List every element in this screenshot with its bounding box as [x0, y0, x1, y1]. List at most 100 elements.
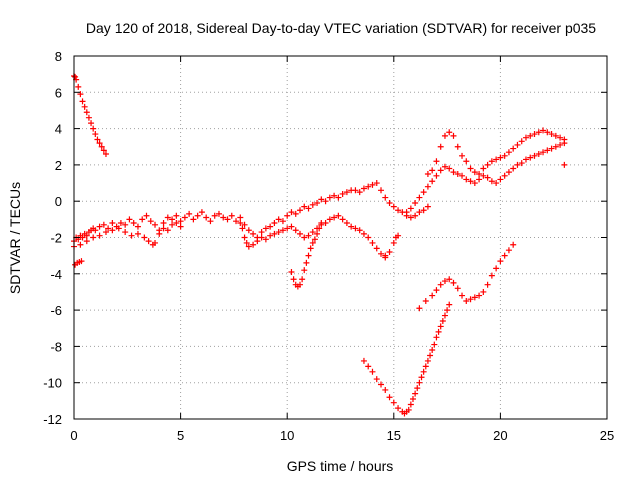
data-point [299, 276, 306, 283]
data-point [284, 212, 291, 219]
data-point [382, 194, 389, 201]
data-point [237, 214, 244, 221]
data-point [117, 219, 124, 226]
data-point [109, 219, 116, 226]
data-point [450, 132, 457, 139]
data-point [228, 212, 235, 219]
x-tick-label: 0 [70, 428, 77, 443]
data-point [339, 216, 346, 223]
data-point [115, 225, 122, 232]
data-point [540, 127, 547, 134]
data-point [275, 216, 282, 223]
data-point [220, 214, 227, 221]
data-point [424, 183, 431, 190]
data-point [510, 241, 517, 248]
data-point [233, 218, 240, 225]
y-axis-label: SDTVAR / TECUs [7, 182, 23, 294]
data-point [122, 229, 129, 236]
data-point [386, 200, 393, 207]
data-point [198, 209, 205, 216]
data-point [450, 169, 457, 176]
data-point [96, 140, 103, 147]
data-point [343, 189, 350, 196]
data-point [134, 230, 141, 237]
data-point [467, 165, 474, 172]
data-point [348, 223, 355, 230]
data-point [390, 399, 397, 406]
data-point [152, 221, 159, 228]
data-point [510, 145, 517, 152]
data-point [480, 165, 487, 172]
data-point [173, 219, 180, 226]
data-point [224, 216, 231, 223]
data-point [548, 145, 555, 152]
x-axis-label: GPS time / hours [287, 458, 394, 474]
data-point [514, 141, 521, 148]
data-point [390, 239, 397, 246]
data-point [403, 209, 410, 216]
x-tick-label: 20 [493, 428, 507, 443]
data-point [405, 406, 412, 413]
x-tick-label: 5 [177, 428, 184, 443]
data-point [250, 241, 257, 248]
y-tick-label: 2 [55, 158, 62, 173]
data-point [262, 225, 269, 232]
data-point [446, 276, 453, 283]
data-point [407, 214, 414, 221]
data-point [169, 221, 176, 228]
data-point [190, 216, 197, 223]
data-point [279, 227, 286, 234]
y-tick-label: 0 [55, 194, 62, 209]
data-point [314, 200, 321, 207]
data-point [169, 216, 176, 223]
data-point [444, 307, 451, 314]
data-point [292, 210, 299, 217]
data-point [424, 170, 431, 177]
y-tick-label: 6 [55, 85, 62, 100]
data-point [476, 170, 483, 177]
data-point [275, 229, 282, 236]
data-point [331, 192, 338, 199]
y-tick-label: 4 [55, 122, 62, 137]
data-point [316, 225, 323, 232]
data-point [77, 91, 84, 98]
data-point [250, 230, 257, 237]
data-points [71, 72, 568, 417]
data-point [459, 292, 466, 299]
data-point [488, 158, 495, 165]
data-point [352, 187, 359, 194]
data-point [369, 181, 376, 188]
data-point [134, 223, 141, 230]
data-point [505, 149, 512, 156]
data-point [360, 230, 367, 237]
data-point [79, 234, 86, 241]
data-point [369, 239, 376, 246]
data-point [83, 238, 90, 245]
data-point [331, 214, 338, 221]
data-point [459, 172, 466, 179]
data-point [92, 131, 99, 138]
data-point [497, 154, 504, 161]
data-point [454, 170, 461, 177]
data-point [322, 198, 329, 205]
data-point [527, 154, 534, 161]
data-point [258, 229, 265, 236]
data-point [433, 334, 440, 341]
data-point [476, 292, 483, 299]
data-point [318, 219, 325, 226]
data-point [271, 219, 278, 226]
data-point [126, 216, 133, 223]
data-point [497, 176, 504, 183]
data-point [488, 178, 495, 185]
data-point [437, 143, 444, 150]
data-point [373, 376, 380, 383]
data-point [152, 239, 159, 246]
data-point [139, 216, 146, 223]
data-point [412, 212, 419, 219]
data-point [288, 223, 295, 230]
data-point [561, 161, 568, 168]
data-point [245, 243, 252, 250]
data-point [83, 232, 90, 239]
data-point [207, 218, 214, 225]
data-point [493, 156, 500, 163]
